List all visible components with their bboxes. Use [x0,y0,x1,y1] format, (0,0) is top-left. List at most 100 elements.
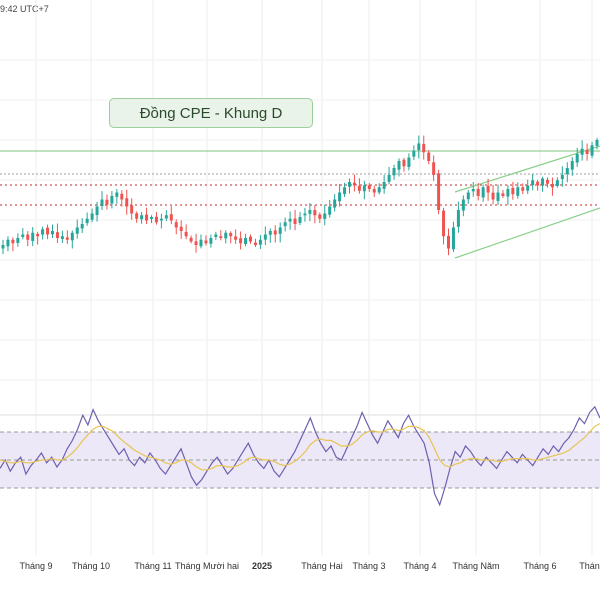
candle [506,184,510,206]
candle [229,231,233,244]
candle [150,215,153,224]
candle [456,201,460,233]
price-levels [0,145,600,259]
candle [11,237,15,252]
candle [546,177,549,188]
candle [174,219,178,235]
candle [85,212,89,226]
candle [555,177,559,188]
x-tick-label: Tháng 4 [403,561,436,571]
candle [258,234,262,250]
candlesticks [1,135,599,256]
candle [466,189,470,204]
candle [387,166,391,185]
candle [179,220,183,239]
candle [31,227,35,247]
candle [486,178,490,201]
candle [367,182,371,192]
candle [328,200,332,218]
candle [362,180,366,200]
candle [249,234,252,244]
candle [46,224,50,240]
candle [145,207,149,225]
candle [224,230,228,244]
candle [36,231,40,245]
candle [1,239,5,255]
candle [298,212,302,226]
candle [293,209,297,231]
x-axis: Tháng 9 Tháng 10 Tháng 11 Tháng Mười hai 202… [19,561,600,571]
candle [184,224,188,240]
candle [451,221,455,252]
candle [550,177,554,196]
candle [135,211,139,223]
candle [343,182,347,198]
candle [75,219,79,239]
candle [303,207,307,222]
x-tick-label: Tháng [579,561,600,571]
candle [244,233,248,247]
candle [125,189,129,215]
candle [26,231,30,247]
candle [447,228,450,256]
candle [323,204,327,226]
channel-lower [454,207,600,259]
candle [140,211,144,224]
candle [442,207,446,245]
candle [348,178,351,194]
candle [511,181,515,200]
candle [575,147,579,167]
candle [516,182,520,199]
candle [189,235,193,244]
candle [407,153,411,171]
candle [90,208,94,223]
candle [154,211,158,225]
candle [268,228,272,243]
candle [16,233,20,247]
candle [427,150,431,165]
candle [115,189,119,204]
candle [239,231,243,250]
candle [110,191,114,209]
candle [397,158,401,177]
candle [531,173,535,191]
candle [219,230,223,241]
candle [164,210,168,222]
candle [570,157,574,176]
candle [585,143,589,161]
candle [278,222,282,243]
candle [595,137,599,150]
candle [580,140,584,161]
x-tick-label: Tháng 6 [523,561,556,571]
candle [41,226,45,240]
candle [521,183,525,195]
candle [471,182,475,197]
candle [159,213,163,229]
candle [541,176,545,192]
candle [120,190,124,207]
candle [194,233,198,253]
candle [288,211,292,230]
candle [204,235,208,246]
candle [382,175,386,194]
candle [234,229,238,244]
candle [560,166,564,187]
x-tick-label: Tháng Hai [301,561,343,571]
candle [65,230,69,244]
x-tick-label: 2025 [252,561,272,571]
rsi-signal-line [0,423,600,471]
candle [496,184,500,206]
candle [402,157,406,172]
candle [491,184,495,205]
candle [283,217,287,232]
candle [95,201,99,222]
x-tick-label: Tháng Năm [452,561,499,571]
candle [313,205,317,224]
rsi-pane [0,405,600,507]
candle [169,206,173,225]
x-tick-label: Tháng 3 [352,561,385,571]
x-tick-label: Tháng 9 [19,561,52,571]
chart-title: Đồng CPE - Khung D [109,98,313,128]
x-tick-label: Tháng 11 [134,561,171,571]
